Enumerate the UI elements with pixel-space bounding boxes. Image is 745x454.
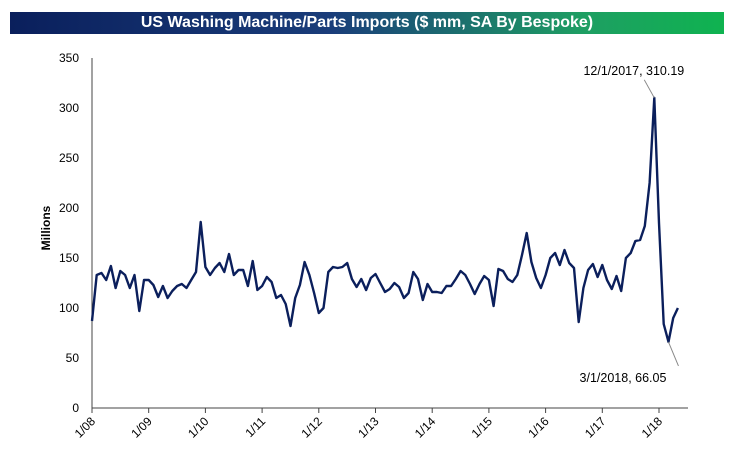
series-line [90,96,679,344]
y-tick-label: 200 [59,201,79,215]
x-tick-label: 1/10 [185,414,212,441]
annotation-label: 3/1/2018, 66.05 [580,371,667,385]
x-tick-label: 1/14 [412,414,439,441]
y-tick-label: 0 [72,401,79,415]
x-axis: 1/08 1/09 1/10 1/11 1/12 1/13 1/14 1/15 1/16 1/17… [72,407,688,441]
y-tick-label: 250 [59,151,79,165]
x-tick-label: 1/09 [128,414,155,441]
x-tick-label: 1/12 [299,414,326,441]
annotation-leader [643,79,655,99]
annotation-leader [667,341,679,367]
annotation-label: 12/1/2017, 310.19 [583,64,684,78]
x-tick-label: 1/18 [639,414,666,441]
chart-title: US Washing Machine/Parts Imports ($ mm, … [10,12,724,34]
y-tick-label: 100 [59,301,79,315]
x-tick-label: 1/13 [355,414,382,441]
x-tick-label: 1/08 [72,414,99,441]
annotations: 12/1/2017, 310.19 3/1/2018, 66.05 [580,64,685,385]
y-tick-label: 300 [59,101,79,115]
x-tick-label: 1/15 [469,414,496,441]
x-tick-label: 1/11 [242,414,268,440]
y-tick-label: 350 [59,51,79,65]
y-tick-label: 50 [66,351,80,365]
y-tick-label: 150 [59,251,79,265]
x-tick-label: 1/16 [525,414,552,441]
y-axis: 0 50 100 150 200 250 300 350 [59,51,93,415]
y-axis-label: Millions [39,205,53,250]
x-tick-label: 1/17 [582,414,609,441]
